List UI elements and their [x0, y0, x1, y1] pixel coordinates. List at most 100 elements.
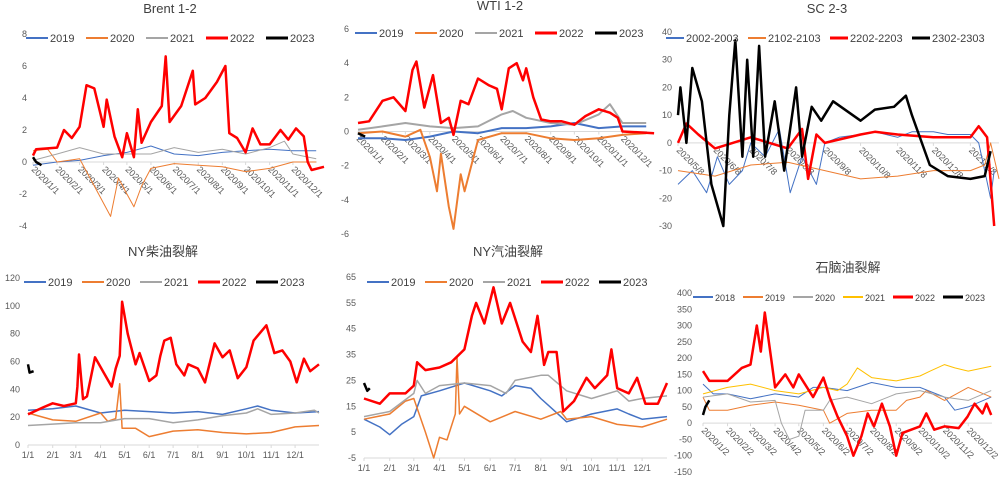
y-tick-label: 80: [10, 329, 20, 339]
x-tick-label: 6/1: [143, 450, 156, 460]
legend-label: 2021: [170, 33, 194, 45]
series-line-2021: [32, 140, 317, 161]
y-tick-label: 4: [22, 93, 27, 103]
legend-label: 2002-2003: [686, 33, 739, 45]
y-tick-label: 4: [344, 58, 349, 68]
y-tick-label: -6: [341, 229, 349, 239]
y-tick-label: 20: [10, 412, 20, 422]
y-tick-label: 35: [346, 350, 356, 360]
y-tick-label: 100: [677, 386, 692, 396]
series-line-2202-2203: [676, 122, 996, 227]
chart-title: NY汽油裂解: [473, 244, 543, 259]
chart-title: SC 2-3: [807, 1, 847, 16]
y-tick-label: -100: [674, 451, 692, 461]
x-tick-label: 7/1: [167, 450, 180, 460]
legend-label: 2023: [619, 28, 643, 40]
x-tick-label: 12/1: [286, 450, 304, 460]
x-tick-label: 10/1: [238, 450, 256, 460]
legend-label: 2020: [815, 293, 835, 303]
y-tick-label: -10: [659, 166, 672, 176]
y-tick-label: 8: [22, 29, 27, 39]
y-tick-label: 50: [682, 402, 692, 412]
series-line-2019: [702, 386, 992, 424]
y-tick-label: -4: [341, 195, 349, 205]
series-line-2018: [702, 382, 992, 411]
y-tick-label: 55: [346, 298, 356, 308]
y-tick-label: 2: [344, 92, 349, 102]
series-line-2023: [701, 399, 711, 416]
series-line-2023: [26, 364, 35, 374]
y-tick-label: 6: [344, 24, 349, 34]
y-tick-label: 60: [10, 357, 20, 367]
legend-label: 2023: [290, 33, 314, 45]
legend-label: 2022: [915, 293, 935, 303]
y-tick-label: 0: [344, 127, 349, 137]
y-tick-label: 0: [687, 418, 692, 428]
legend-label: 2019: [50, 33, 74, 45]
series-line-2019: [358, 122, 647, 141]
legend-label: 2022: [565, 277, 589, 289]
x-tick-label: 4/1: [94, 450, 107, 460]
legend-label: 2102-2103: [768, 33, 821, 45]
x-tick-label: 12/1: [633, 463, 651, 473]
x-tick-label: 9/1: [560, 463, 573, 473]
legend-label: 2019: [391, 277, 415, 289]
legend-label: 2302-2303: [932, 33, 985, 45]
y-tick-label: 10: [662, 110, 672, 120]
x-tick-label: 2020/9/8: [821, 145, 853, 177]
chart-title: Brent 1-2: [143, 1, 196, 16]
chart-panel: Brent 1-286420-2-42020/1/12020/2/12020/3…: [19, 1, 325, 231]
x-tick-label: 1/1: [22, 450, 35, 460]
series-line-2021: [357, 103, 647, 131]
y-tick-label: 40: [662, 27, 672, 37]
y-tick-label: 300: [677, 321, 692, 331]
series-line-2022: [701, 311, 993, 457]
legend-label: 2021: [499, 28, 523, 40]
y-tick-label: -2: [341, 161, 349, 171]
y-tick-label: 2: [22, 125, 27, 135]
x-tick-label: 4/1: [433, 463, 446, 473]
y-tick-label: 45: [346, 324, 356, 334]
x-tick-label: 8/1: [535, 463, 548, 473]
chart-panel: NY汽油裂解 65 55 45 35 25 15 5 -51/1 2/1 3/1 4/1 5/1 6/1 7…: [346, 244, 669, 473]
chart-panel: NY柴油裂解 120 100 80 60 40 20 01/1 2/1 3/1 4/1 5/1 6/1 7…: [5, 244, 320, 460]
legend-label: 2020: [449, 277, 473, 289]
x-tick-label: 11/1: [609, 463, 626, 473]
x-tick-label: 7/1: [509, 463, 522, 473]
x-tick-label: 9/1: [216, 450, 229, 460]
series-line-2023: [357, 132, 366, 138]
y-tick-label: -50: [679, 434, 692, 444]
legend-label: 2023: [280, 277, 304, 289]
y-tick-label: -2: [19, 189, 27, 199]
x-tick-label: 2/1: [383, 463, 396, 473]
x-tick-label: 3/1: [408, 463, 421, 473]
y-tick-label: -30: [659, 221, 672, 231]
series-line-2019: [27, 405, 320, 416]
y-tick-label: 250: [677, 337, 692, 347]
series-line-2102-2103: [677, 142, 1000, 180]
series-line-2022: [31, 55, 325, 172]
series-line-2020: [357, 128, 647, 230]
chart-title: WTI 1-2: [477, 0, 523, 13]
legend-label: 2202-2203: [850, 33, 903, 45]
y-tick-label: 0: [22, 157, 27, 167]
y-tick-label: -150: [674, 467, 692, 477]
y-tick-label: 20: [662, 82, 672, 92]
legend-label: 2022: [559, 28, 583, 40]
legend-label: 2021: [865, 293, 885, 303]
y-tick-label: 400: [677, 288, 692, 298]
series-line-2022: [363, 286, 669, 413]
legend-label: 2022: [222, 277, 246, 289]
x-tick-label: 5/1: [458, 463, 471, 473]
legend-label: 2020: [110, 33, 134, 45]
x-tick-label: 2020/10/8: [857, 145, 892, 180]
chart-panel: WTI 1-26420-2-4-62020/1/12020/2/12020/3/…: [341, 0, 655, 239]
y-tick-label: -4: [19, 221, 27, 231]
y-tick-label: 5: [351, 427, 356, 437]
y-tick-label: 150: [677, 369, 692, 379]
y-tick-label: 0: [667, 138, 672, 148]
legend-label: 2023: [965, 293, 985, 303]
y-tick-label: 350: [677, 304, 692, 314]
